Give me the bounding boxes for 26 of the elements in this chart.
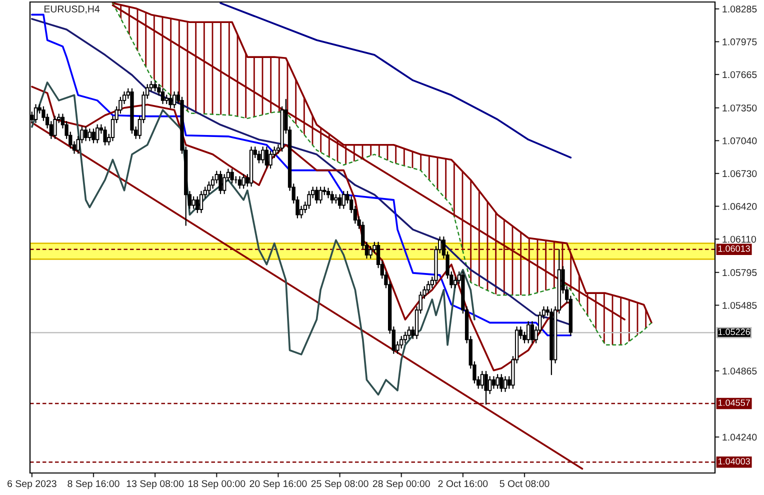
y-tick-label: 1.05795 bbox=[722, 269, 757, 276]
x-tick-label: 6 Sep 2023 bbox=[8, 480, 56, 490]
x-tick-label: 28 Sep 00:00 bbox=[372, 480, 430, 490]
x-tick-label: 25 Sep 08:00 bbox=[311, 480, 368, 490]
y-tick-label: 1.04865 bbox=[722, 368, 757, 374]
y-tick-label: 1.08285 bbox=[722, 6, 757, 12]
x-tick-label: 5 Oct 08:00 bbox=[500, 480, 550, 488]
y-tick-label: 1.05485 bbox=[722, 302, 757, 309]
y-tick-label: 1.07350 bbox=[722, 104, 757, 112]
ref-line-label: 1.04557 bbox=[718, 399, 750, 406]
y-tick-label: 1.06730 bbox=[722, 170, 757, 178]
y-tick-label: 1.06420 bbox=[722, 203, 757, 210]
ref-line-label: 1.04003 bbox=[718, 458, 750, 465]
x-tick-label: 20 Sep 16:00 bbox=[250, 480, 307, 490]
y-tick-label: 1.04240 bbox=[722, 434, 757, 441]
x-tick-label: 13 Sep 08:00 bbox=[126, 480, 184, 490]
x-tick-label: 8 Sep 16:00 bbox=[68, 480, 120, 490]
y-tick-label: 1.06110 bbox=[722, 236, 756, 243]
ref-line-label: 1.06013 bbox=[718, 245, 750, 252]
x-tick-label: 2 Oct 16:00 bbox=[438, 480, 488, 488]
y-tick-label: 1.07975 bbox=[722, 38, 757, 46]
x-tick-label: 18 Sep 00:00 bbox=[188, 480, 246, 490]
ref-line-label: 1.05226 bbox=[718, 328, 750, 336]
chart-title: EURUSD,H4 bbox=[44, 6, 100, 14]
y-tick-label: 1.07665 bbox=[722, 71, 757, 78]
y-tick-label: 1.07040 bbox=[722, 137, 757, 144]
